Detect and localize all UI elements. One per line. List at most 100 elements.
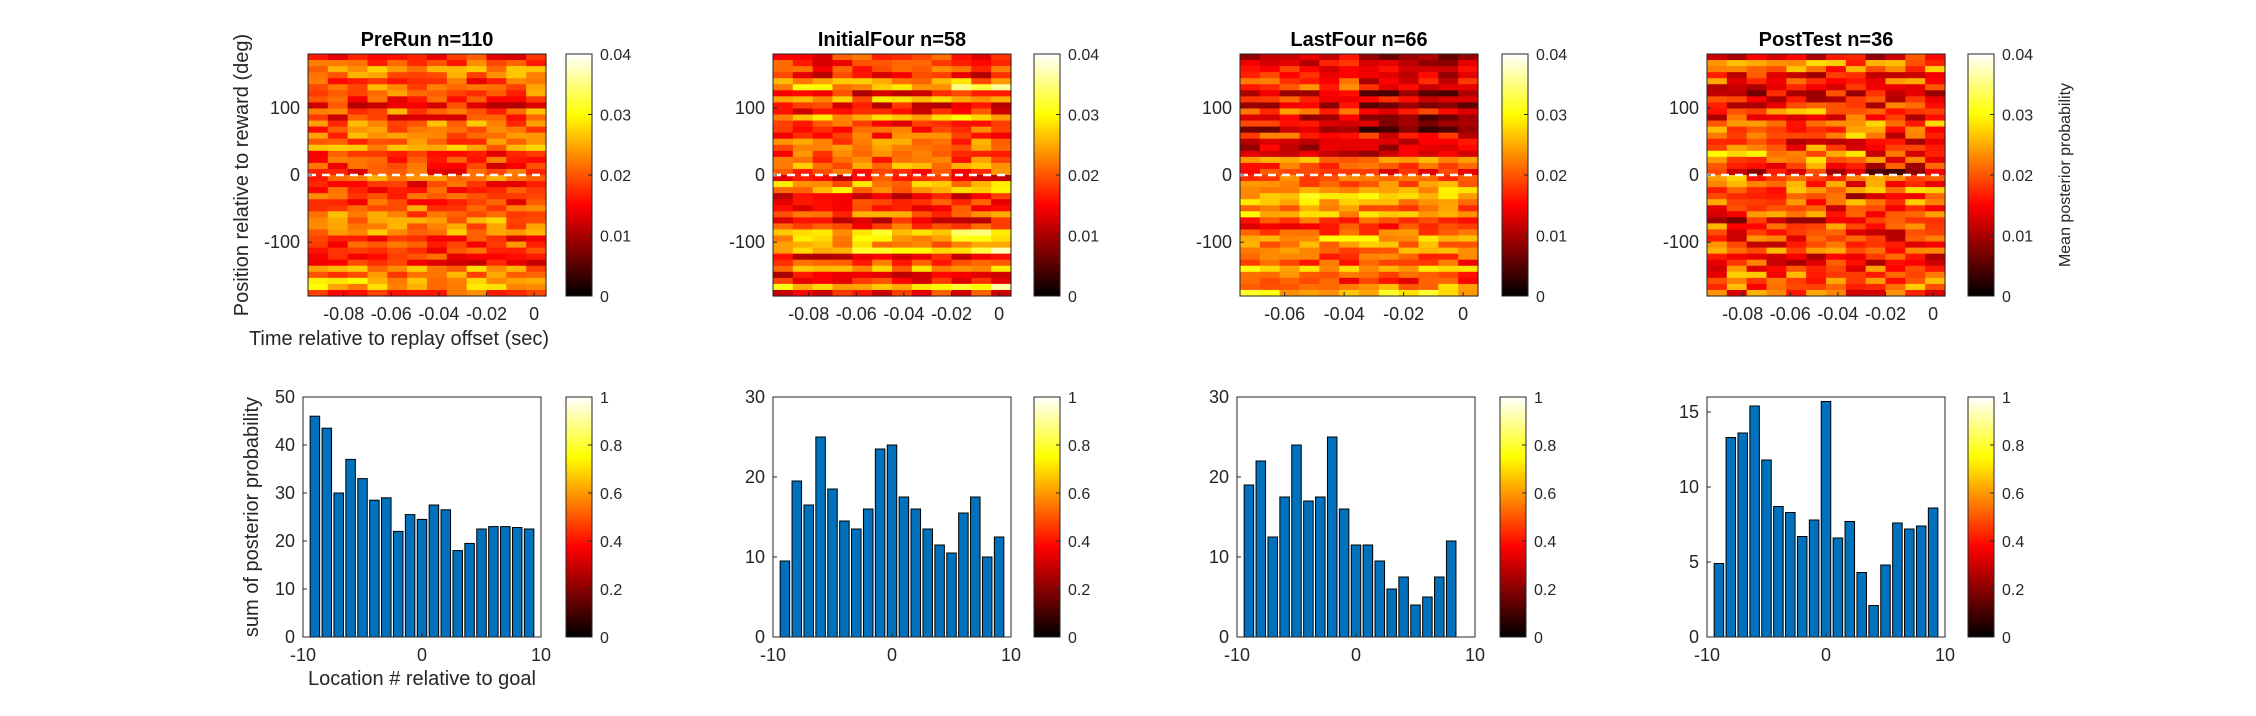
heatmap-cell [347,168,369,176]
x-tick-label: -0.08 [323,304,364,324]
heatmap-cell [1319,144,1340,152]
heatmap-cell [892,66,913,73]
heatmap-cell [1865,283,1887,291]
heatmap-cell [1319,156,1340,164]
heatmap-cell [1707,114,1728,122]
heatmap-cell [1925,235,1946,243]
heatmap-cell [832,150,853,158]
heatmap-cell [367,181,388,188]
heatmap-cell [1726,96,1748,103]
heatmap-cell [1279,60,1301,67]
heatmap-cell [466,181,488,188]
heatmap-cell [911,78,933,85]
heatmap-cell [446,78,468,85]
heatmap-cell [1726,60,1748,67]
heatmap-cell [1438,241,1459,249]
heatmap-cell [852,132,873,140]
heatmap-cell [1458,175,1479,182]
x-tick-label: 0 [1821,645,1831,665]
heatmap-cell [1746,132,1768,140]
x-axis-label: Time relative to replay offset (sec) [249,328,549,350]
heatmap-cell [1240,175,1261,182]
heatmap-cell [1259,289,1281,297]
colorbar-tick-label: 0.8 [2002,438,2024,455]
heatmap-cell [1259,217,1281,224]
heatmap-cell [526,205,547,212]
heatmap-cell [931,120,953,128]
heatmap-cell [1299,253,1320,261]
heatmap-cell [1259,229,1281,237]
heatmap-cell [466,108,488,116]
heatmap-cell [852,114,873,122]
heatmap-cell [792,199,814,206]
heatmap-cell [1925,283,1946,291]
heatmap-cell [1458,253,1479,261]
heatmap-cell [506,78,527,85]
heatmap-cell [1766,283,1787,291]
heatmap-cell [832,283,853,291]
heatmap-cell [1826,193,1847,200]
heatmap-cell [1806,156,1827,164]
heatmap-cell [486,283,507,291]
heatmap-cell [832,211,853,218]
heatmap-cell [1279,223,1301,231]
heatmap-cell [832,144,853,152]
heatmap-cell [1398,181,1420,188]
heatmap-cell [526,217,547,224]
heatmap-cell [931,181,953,188]
heatmap-cell [931,150,953,158]
heatmap-cell [1845,78,1867,85]
heatmap-cell [1726,66,1748,73]
heatmap-cell [892,84,913,91]
heatmap-cell [1845,199,1867,206]
heatmap-cell [427,72,448,79]
heatmap-cell [792,229,814,237]
heatmap-cell [1279,229,1301,237]
heatmap-cell [1319,259,1340,267]
heatmap-cell [852,241,873,249]
heatmap-cell [1319,150,1340,158]
heatmap-cell [1279,132,1301,140]
heatmap-cell [1806,54,1827,61]
heatmap-cell [1299,241,1320,249]
heatmap-cell [1786,168,1807,176]
x-axis-label: Location # relative to goal [308,668,536,690]
heatmap-cell [792,253,814,261]
heatmap-cell [506,187,527,194]
heatmap-cell [792,277,814,285]
heatmap-cell [1726,211,1748,218]
heatmap-cell [812,168,834,176]
heatmap-cell [1438,217,1459,224]
heatmap-cell [308,283,329,291]
heatmap-cell [367,223,388,231]
heatmap-cell [1865,108,1887,116]
heatmap-cell [466,54,488,61]
heatmap-cell [1240,120,1261,128]
heatmap-cell [1905,60,1926,67]
heatmap-cell [1398,96,1420,103]
heatmap-cell [1806,126,1827,134]
heatmap-cell [1299,54,1320,61]
heatmap-cell [1359,193,1380,200]
heatmap-cell [1905,223,1926,231]
heatmap-cell [1707,289,1728,297]
heatmap-cell [991,132,1012,140]
heatmap-cell [1438,193,1459,200]
heatmap-cell [387,54,408,61]
bar [1904,528,1915,638]
heatmap-cell [486,253,507,261]
colorbar-tick-label: 0.6 [600,486,622,503]
heatmap-cell [1786,205,1807,212]
heatmap-cell [486,181,507,188]
heatmap-cell [1806,102,1827,110]
heatmap-cell [506,66,527,73]
heatmap-cell [1319,283,1340,291]
heatmap-cell [971,162,992,170]
heatmap-cell [931,259,953,267]
heatmap-cell [911,199,933,206]
colorbar-tick-label: 0.03 [2002,108,2033,125]
heatmap-cell [1707,162,1728,170]
heatmap-cell [407,162,428,170]
heatmap-cell [1279,126,1301,134]
